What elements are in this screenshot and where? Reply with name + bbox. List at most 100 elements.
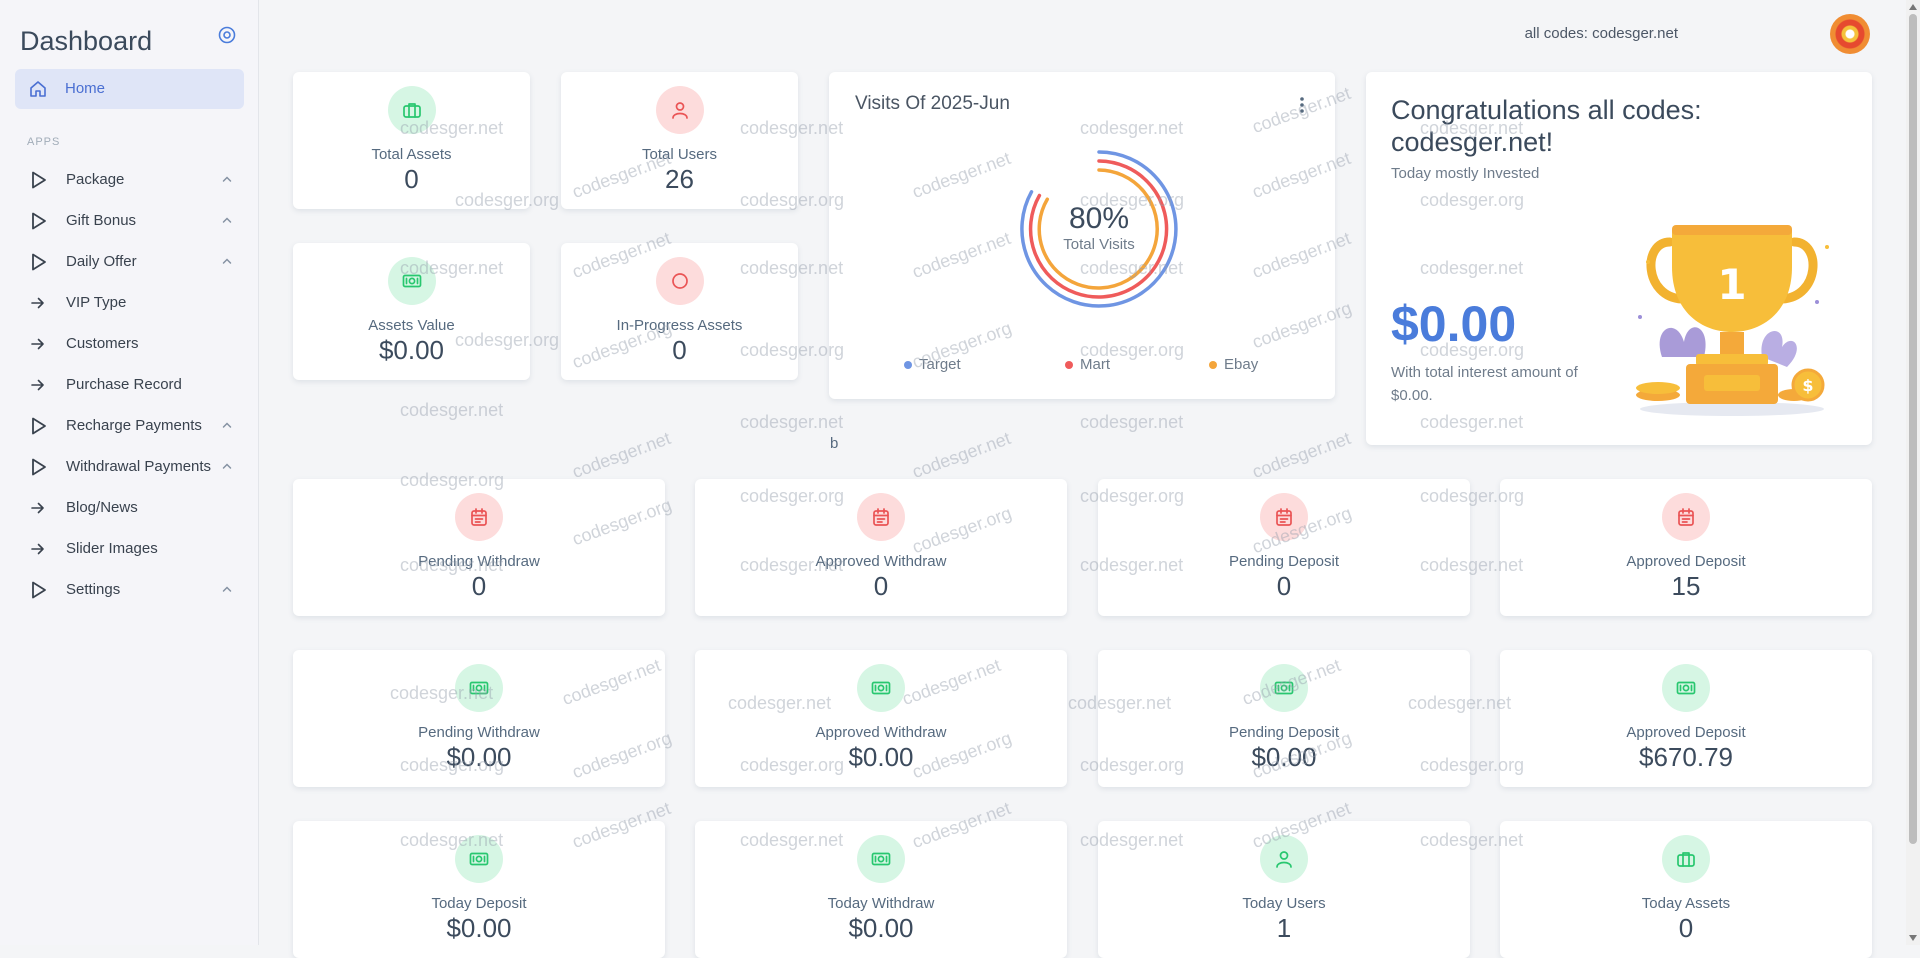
user-icon (671, 102, 688, 119)
sidebar-item-label: Purchase Record (66, 376, 182, 393)
stat-title: Pending Withdraw (418, 553, 540, 570)
chevron-up-icon[interactable] (222, 585, 232, 593)
stat-icon-badge (387, 86, 436, 134)
watermark-text: codesger.net (1249, 428, 1354, 483)
sidebar-item-label: Gift Bonus (66, 212, 137, 229)
play-triangle-icon (32, 212, 46, 230)
sidebar-item-blog-news[interactable]: Blog/News (0, 490, 258, 526)
scroll-down-arrow-icon[interactable] (1909, 935, 1917, 941)
stat-icon-badge (1260, 493, 1308, 541)
sidebar-item-purchase-record[interactable]: Purchase Record (0, 367, 258, 403)
sidebar-item-label: Withdrawal Payments (66, 458, 212, 475)
stat-value: 0 (873, 571, 889, 601)
cash-icon (871, 852, 891, 866)
stat-title: Approved Deposit (1626, 724, 1746, 741)
sidebar-item-customers[interactable]: Customers (0, 326, 258, 362)
mart-ring (1028, 159, 1169, 299)
chevron-up-icon[interactable] (222, 462, 232, 470)
sidebar-item-vip-type[interactable]: VIP Type (0, 285, 258, 321)
stat-value: $0.00 (848, 742, 914, 772)
visits-center: 80% Total Visits (1034, 202, 1164, 253)
stat-icon-badge (857, 664, 905, 712)
sidebar-item-package[interactable]: Package (0, 162, 258, 198)
play-triangle-icon (32, 253, 46, 271)
svg-text:$: $ (1802, 376, 1813, 395)
visits-card: Visits Of 2025-Jun 80% Total Visits Targ… (829, 72, 1335, 399)
chevron-up-icon[interactable] (222, 175, 232, 183)
stat-value: 26 (665, 164, 694, 194)
cash-icon (1274, 681, 1294, 695)
sidebar-item-gift-bonus[interactable]: Gift Bonus (0, 203, 258, 239)
stat-title: Assets Value (368, 317, 455, 334)
legend-item-ebay: Ebay (1209, 356, 1258, 373)
stat-card-today-withdraw: Today Withdraw $0.00 (695, 821, 1067, 958)
stat-card-in-progress-assets: In-Progress Assets 0 (561, 243, 798, 380)
cash-icon (402, 274, 421, 288)
stat-title: Today Assets (1641, 895, 1731, 912)
legend-label: Target (919, 356, 961, 373)
sidebar-item-withdrawal-payments[interactable]: Withdrawal Payments (0, 449, 258, 485)
stat-icon-badge (455, 664, 503, 712)
sidebar-item-label: Settings (66, 581, 121, 598)
stat-value: 0 (1678, 913, 1694, 943)
watermark-text: codesger.net (1080, 412, 1184, 432)
scroll-up-arrow-icon[interactable] (1909, 4, 1917, 10)
congrats-note: With total interest amount of $0.00. (1391, 364, 1578, 404)
stat-icon-badge (1662, 493, 1710, 541)
sidebar: Dashboard Home APPS Package Gift Bonus Dai… (0, 0, 259, 945)
sidebar-toggle-icon[interactable] (218, 26, 236, 44)
user-name[interactable]: all codes: codesger.net (1524, 25, 1678, 42)
stat-title: Approved Deposit (1626, 553, 1746, 570)
stat-icon-badge (857, 835, 905, 883)
legend-label: Ebay (1224, 356, 1259, 373)
chevron-up-icon[interactable] (222, 257, 232, 265)
stat-value: 0 (1276, 571, 1292, 601)
stat-title: Total Assets (371, 146, 452, 163)
briefcase-icon (402, 103, 421, 118)
calendar-icon (1678, 508, 1694, 526)
stat-card-approved-withdraw: Approved Withdraw 0 (695, 479, 1067, 616)
cash-icon (469, 852, 489, 866)
stat-icon-badge (455, 493, 503, 541)
avatar[interactable] (1830, 14, 1870, 54)
sidebar-item-label: Slider Images (66, 540, 158, 557)
sidebar-item-label: Recharge Payments (66, 417, 202, 434)
sidebar-item-slider-images[interactable]: Slider Images (0, 531, 258, 567)
sidebar-item-home[interactable]: Home (15, 69, 244, 109)
congrats-subtitle: Today mostly Invested (1391, 165, 1540, 182)
more-vertical-icon[interactable] (1299, 96, 1305, 114)
sidebar-item-settings[interactable]: Settings (0, 572, 258, 608)
stat-title: Approved Withdraw (815, 553, 947, 570)
stat-title: In-Progress Assets (616, 317, 743, 334)
congrats-title: Congratulations all codes: codesger.net! (1391, 95, 1702, 157)
stat-card-approved-deposit: Approved Deposit $670.79 (1500, 650, 1872, 787)
stat-value: $0.00 (378, 335, 445, 365)
stat-value: 0 (404, 164, 419, 194)
chevron-up-icon[interactable] (222, 421, 232, 429)
sidebar-item-label: Package (66, 171, 125, 188)
sidebar-item-label: Customers (66, 335, 139, 352)
cash-icon (871, 681, 891, 695)
arrow-right-icon (31, 338, 44, 350)
sidebar-item-recharge-payments[interactable]: Recharge Payments (0, 408, 258, 444)
legend-dot (1209, 361, 1217, 369)
chevron-up-icon[interactable] (222, 216, 232, 224)
play-triangle-icon (32, 171, 46, 189)
briefcase-icon (1677, 852, 1695, 867)
user-icon (1276, 851, 1292, 868)
congrats-amount: $0.00 (1391, 296, 1517, 352)
scrollbar-thumb[interactable] (1909, 14, 1917, 844)
target-ring (1020, 150, 1178, 308)
sidebar-item-label: Home (65, 80, 106, 97)
stat-value: 15 (1671, 571, 1701, 601)
legend-dot (1065, 361, 1073, 369)
stat-value: 1 (1276, 913, 1292, 943)
stat-icon-badge (1260, 664, 1308, 712)
stat-card-assets-value: Assets Value $0.00 (293, 243, 530, 380)
stat-card-approved-withdraw: Approved Withdraw $0.00 (695, 650, 1067, 787)
stat-value: $0.00 (446, 742, 512, 772)
stat-icon-badge (455, 835, 503, 883)
sidebar-item-daily-offer[interactable]: Daily Offer (0, 244, 258, 280)
brand-title[interactable]: Dashboard (20, 26, 153, 56)
legend-item-mart: Mart (1065, 356, 1110, 373)
